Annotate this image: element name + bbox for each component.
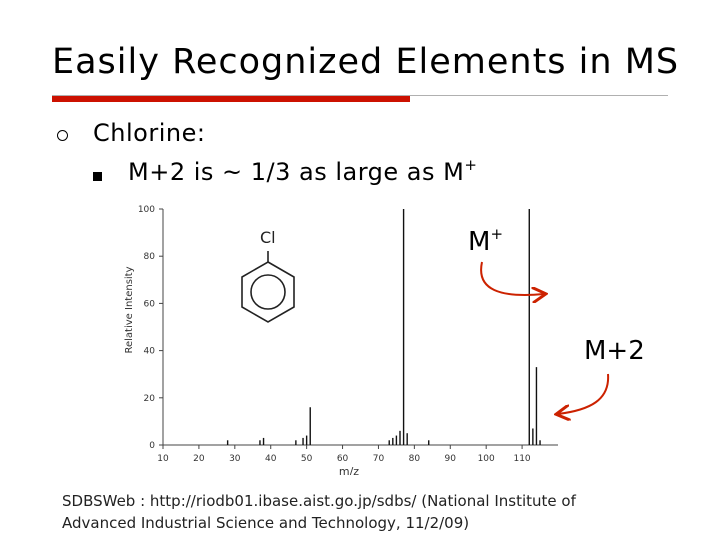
annotation-m-text: M — [468, 227, 491, 257]
chart-bars — [226, 209, 541, 445]
x-tick-label: 110 — [513, 454, 530, 464]
y-tick-label: 20 — [144, 394, 156, 404]
bullet-m2-superscript: + — [464, 156, 478, 174]
x-tick-label: 10 — [157, 454, 169, 464]
chart-ticks: 0 20 40 60 80 100 10 20 30 40 50 60 70 80 90 100 110 — [138, 205, 531, 464]
x-tick-label: 20 — [193, 454, 205, 464]
chlorobenzene-structure-icon — [241, 251, 295, 323]
bullet-m2-text: M+2 is ~ 1/3 as large as M — [128, 158, 465, 186]
x-tick-label: 40 — [265, 454, 277, 464]
y-axis-label: Relative Intensity — [124, 266, 135, 353]
title-divider — [52, 95, 668, 96]
hollow-circle-bullet-icon — [57, 130, 68, 141]
citation-box: SDBSWeb : http://riodb01.ibase.aist.go.j… — [58, 488, 656, 536]
mass-spectrum-chart: 0 20 40 60 80 100 10 20 30 40 50 60 70 80 90 100 110 m/z… — [118, 195, 576, 475]
square-bullet-icon — [93, 172, 102, 181]
citation-line-1: SDBSWeb : http://riodb01.ibase.aist.go.j… — [62, 492, 576, 510]
bullet-m2-ratio: M+2 is ~ 1/3 as large as M+ — [128, 156, 478, 186]
chart-axes — [162, 209, 558, 446]
x-tick-label: 50 — [301, 454, 313, 464]
y-tick-label: 0 — [149, 441, 155, 451]
x-axis-label: m/z — [339, 465, 359, 475]
x-tick-label: 90 — [445, 454, 457, 464]
molecule-label-cl: Cl — [260, 228, 276, 247]
title-accent-bar — [52, 96, 410, 102]
x-tick-label: 30 — [229, 454, 241, 464]
slide-title: Easily Recognized Elements in MS — [52, 42, 680, 82]
x-tick-label: 70 — [373, 454, 385, 464]
x-tick-label: 80 — [409, 454, 421, 464]
x-tick-label: 60 — [337, 454, 349, 464]
x-tick-label: 100 — [478, 454, 495, 464]
annotation-m-superscript: + — [490, 225, 504, 243]
citation-line-2: Advanced Industrial Science and Technolo… — [62, 514, 470, 532]
y-tick-label: 100 — [138, 205, 155, 215]
bullet-chlorine: Chlorine: — [93, 119, 206, 147]
y-tick-label: 60 — [144, 299, 156, 309]
annotation-m-plus-2: M+2 — [580, 336, 649, 366]
y-tick-label: 80 — [144, 252, 156, 262]
annotation-molecular-ion: M+ — [468, 225, 504, 257]
y-tick-label: 40 — [144, 347, 156, 357]
